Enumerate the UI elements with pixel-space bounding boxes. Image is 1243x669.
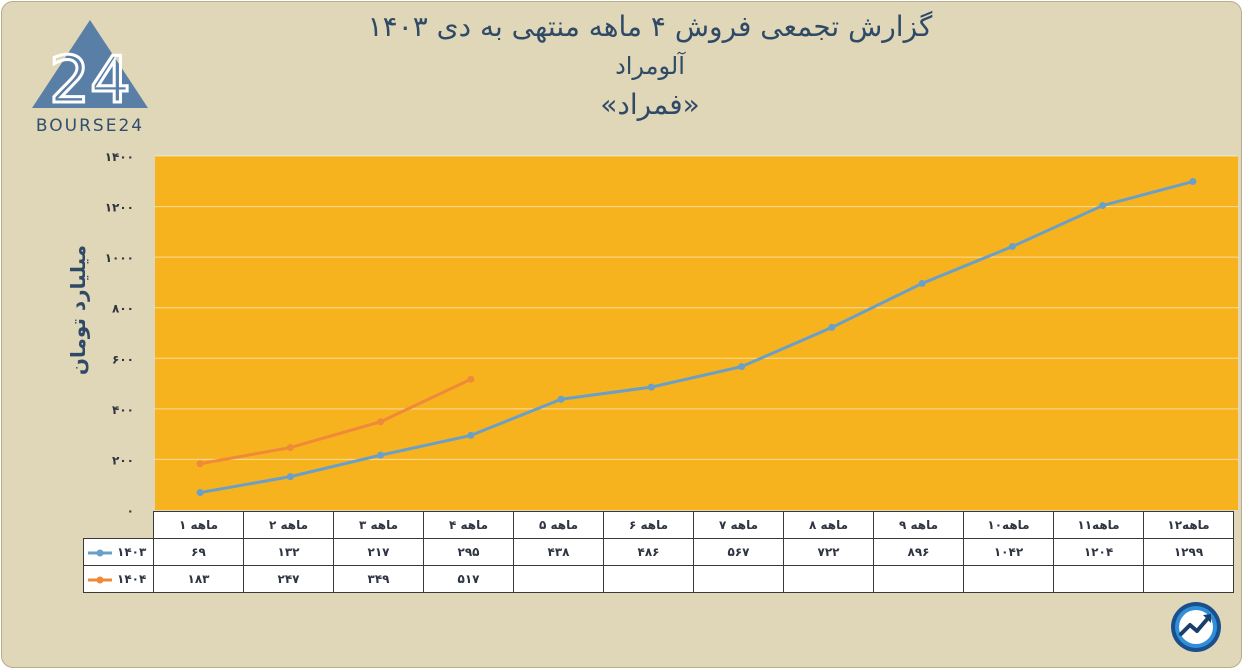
table-value-cell: ۱۳۲ (243, 538, 334, 566)
table-value-cell: ۱۰۴۲ (963, 538, 1054, 566)
table-value-cell: ۱۸۳ (153, 565, 244, 593)
y-tick-label: ۴۰۰ (112, 403, 134, 417)
table-category-header: ۳ ماهه (333, 511, 424, 539)
table-value-cell (513, 565, 604, 593)
series-line-0 (199, 180, 1194, 495)
table-value-cell (1143, 565, 1234, 593)
table-value-cell: ۴۸۶ (603, 538, 694, 566)
table-value-cell (603, 565, 694, 593)
table-value-cell (693, 565, 784, 593)
data-point (557, 395, 565, 403)
table-value-cell: ۲۱۷ (333, 538, 424, 566)
data-point (1099, 202, 1107, 210)
legend-key-icon (88, 576, 112, 583)
bourse24-logo: 24 BOURSE24 (28, 16, 152, 136)
table-value-cell: ۵۶۷ (693, 538, 784, 566)
y-tick-label: ۱۲۰۰ (105, 201, 134, 215)
data-point (286, 444, 294, 452)
table-value-cell: ۷۲۲ (783, 538, 874, 566)
table-value-cell: ۴۳۸ (513, 538, 604, 566)
gridlines (155, 155, 1238, 460)
data-point (196, 489, 204, 497)
table-category-header: ۱۲ماهه (1143, 511, 1234, 539)
logo-mark: 24 (49, 44, 130, 114)
series-legend-cell: ۱۴۰۳ (83, 538, 154, 566)
y-tick-label: ۱۰۰۰ (105, 251, 134, 265)
series-line-1 (199, 377, 472, 466)
data-point (467, 375, 475, 383)
data-point (1189, 178, 1197, 186)
table-category-header: ۲ ماهه (243, 511, 334, 539)
trend-badge (1170, 601, 1222, 653)
ticker-symbol: «فمراد» (600, 88, 700, 121)
series-name: ۱۴۰۴ (117, 572, 147, 586)
data-point (1008, 243, 1016, 251)
table-category-header: ۴ ماهه (423, 511, 514, 539)
y-tick-label: ۲۰۰ (112, 453, 134, 467)
table-category-header: ۹ ماهه (873, 511, 964, 539)
table-corner (84, 512, 154, 539)
table-value-cell: ۲۹۵ (423, 538, 514, 566)
table-value-cell: ۳۴۹ (333, 565, 424, 593)
series-lines (196, 178, 1197, 497)
data-point (828, 323, 836, 331)
data-table: ۱ ماهه ۲ ماهه ۳ ماهه ۴ ماهه ۵ ماهه ۶ ماهه ۷ ما… (83, 511, 1234, 593)
series-legend-cell: ۱۴۰۴ (83, 565, 154, 593)
data-point (377, 451, 385, 459)
legend-key-icon (88, 549, 112, 556)
data-point (286, 473, 294, 481)
data-point (467, 431, 475, 439)
company-name: آلومراد (615, 52, 685, 80)
table-value-cell (783, 565, 874, 593)
table-category-header: ۱۰ماهه (963, 511, 1054, 539)
logo-text: BOURSE24 (35, 116, 145, 136)
plot-area (155, 156, 1238, 510)
data-point (196, 460, 204, 468)
data-point (647, 383, 655, 391)
y-tick-label: ۰ (127, 504, 134, 518)
table-value-cell: ۶۹ (153, 538, 244, 566)
data-point (377, 418, 385, 426)
y-tick-labels: ۰ ۲۰۰ ۴۰۰ ۶۰۰ ۸۰۰ ۱۰۰۰ ۱۲۰۰ ۱۴۰۰ (105, 150, 134, 518)
table-value-cell (963, 565, 1054, 593)
trend-arrow-circle-icon (1171, 602, 1221, 652)
table-value-cell: ۱۲۹۹ (1143, 538, 1234, 566)
table-value-cell: ۱۲۰۴ (1053, 538, 1144, 566)
series-name: ۱۴۰۳ (117, 545, 147, 559)
table-category-header: ۱۱ماهه (1053, 511, 1144, 539)
table-value-cell: ۲۴۷ (243, 565, 334, 593)
y-tick-label: ۸۰۰ (112, 302, 134, 316)
table-value-cell (873, 565, 964, 593)
table-category-header: ۷ ماهه (693, 511, 784, 539)
table-category-header: ۱ ماهه (153, 511, 244, 539)
table-value-cell (1053, 565, 1144, 593)
data-point (918, 279, 926, 287)
table-value-cell: ۸۹۶ (873, 538, 964, 566)
data-point (738, 363, 746, 371)
y-tick-label: ۱۴۰۰ (105, 150, 134, 164)
y-tick-label: ۶۰۰ (112, 352, 134, 366)
triangle-24-logo-icon: 24 (32, 20, 148, 114)
table-category-header: ۶ ماهه (603, 511, 694, 539)
table-category-header: ۵ ماهه (513, 511, 604, 539)
chart-title: گزارش تجمعی فروش ۴ ماهه منتهی به دی ۱۴۰۳ (367, 10, 933, 43)
table-value-cell: ۵۱۷ (423, 565, 514, 593)
table-category-header: ۸ ماهه (783, 511, 874, 539)
